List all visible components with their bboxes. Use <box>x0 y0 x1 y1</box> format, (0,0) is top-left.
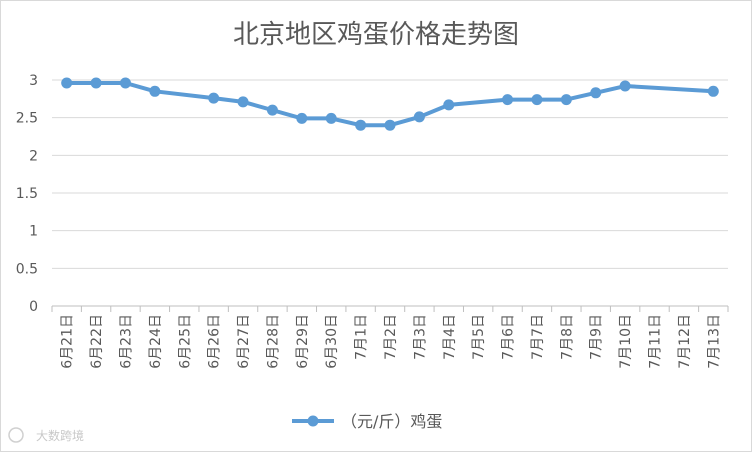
data-point[interactable] <box>707 85 719 97</box>
x-tick-label: 7月5日 <box>471 314 487 360</box>
watermark: 大数跨境 <box>8 427 84 443</box>
data-point[interactable] <box>149 85 161 97</box>
y-axis-ticks: 0 0.5 1 1.5 2 2.5 3 <box>16 73 38 315</box>
x-tick-label: 7月3日 <box>412 314 428 360</box>
data-point[interactable] <box>61 77 73 89</box>
x-tick-label: 7月7日 <box>530 314 546 360</box>
chart-title: 北京地区鸡蛋价格走势图 <box>233 20 519 50</box>
x-tick-label: 7月10日 <box>618 314 634 369</box>
x-tick-label: 6月24日 <box>148 314 164 369</box>
data-point[interactable] <box>443 99 455 111</box>
x-tick-label: 6月27日 <box>236 314 252 369</box>
gridlines <box>52 79 728 269</box>
data-point[interactable] <box>208 92 220 104</box>
y-tick-label: 0.5 <box>16 261 38 277</box>
x-tick-label: 6月30日 <box>324 314 340 369</box>
y-tick-label: 2 <box>29 148 38 164</box>
x-axis-ticks: 6月21日 6月22日 6月23日 6月24日 6月25日 6月26日 6月27日 6月28日… <box>60 314 723 369</box>
data-point[interactable] <box>531 94 543 106</box>
data-point[interactable] <box>560 94 572 106</box>
y-tick-label: 1.5 <box>16 186 38 202</box>
y-tick-label: 1 <box>29 224 38 240</box>
x-tick-label: 7月8日 <box>559 314 575 360</box>
x-tick-label: 6月25日 <box>177 314 193 369</box>
legend[interactable]: （元/斤）鸡蛋 <box>292 412 442 431</box>
x-tick-label: 6月28日 <box>265 314 281 369</box>
data-point[interactable] <box>619 80 631 92</box>
data-point[interactable] <box>325 112 337 124</box>
x-tick-label: 6月29日 <box>295 314 311 369</box>
watermark-text: 大数跨境 <box>36 428 84 443</box>
x-tick-label: 7月13日 <box>706 314 722 369</box>
data-point[interactable] <box>590 87 602 99</box>
data-point[interactable] <box>237 96 249 108</box>
x-tick-label: 6月22日 <box>89 314 105 369</box>
watermark-logo-icon <box>8 427 24 443</box>
x-tick-label: 7月9日 <box>589 314 605 360</box>
y-tick-label: 2.5 <box>16 111 38 127</box>
data-point[interactable] <box>266 104 278 116</box>
legend-marker <box>307 415 319 427</box>
data-point[interactable] <box>413 111 425 123</box>
data-point[interactable] <box>296 112 308 124</box>
x-axis <box>51 305 729 312</box>
data-point[interactable] <box>355 119 367 131</box>
x-tick-label: 7月6日 <box>501 314 517 360</box>
x-tick-label: 7月2日 <box>383 314 399 360</box>
data-point[interactable] <box>384 119 396 131</box>
x-tick-label: 6月23日 <box>118 314 134 369</box>
data-point[interactable] <box>90 77 102 89</box>
x-tick-label: 7月1日 <box>354 314 370 360</box>
x-tick-label: 7月11日 <box>648 314 664 369</box>
y-tick-label: 0 <box>29 299 38 315</box>
legend-label: （元/斤）鸡蛋 <box>341 412 442 431</box>
data-point[interactable] <box>502 94 514 106</box>
x-tick-label: 7月12日 <box>677 314 693 369</box>
data-point[interactable] <box>119 77 131 89</box>
series-group <box>61 77 719 131</box>
x-tick-label: 6月26日 <box>207 314 223 369</box>
x-tick-label: 6月21日 <box>60 314 76 369</box>
y-tick-label: 3 <box>29 73 38 89</box>
x-tick-label: 7月4日 <box>442 314 458 360</box>
series-line <box>66 81 714 128</box>
